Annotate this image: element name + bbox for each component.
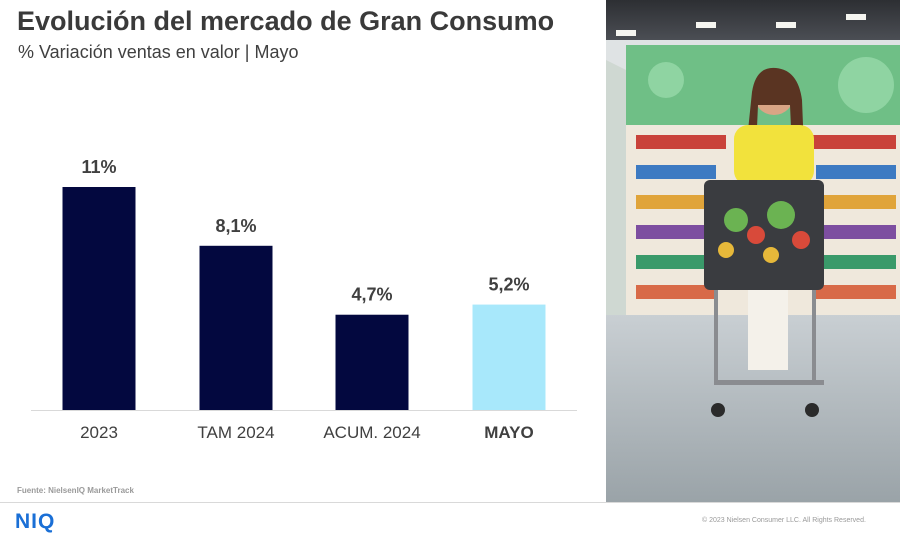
bar-value-label-2: 4,7% <box>351 285 392 305</box>
bar-0 <box>62 187 136 410</box>
x-tick-label-2: ACUM. 2024 <box>323 423 420 442</box>
supermarket-shopper-photo <box>606 0 900 502</box>
bar-value-label-3: 5,2% <box>488 275 529 295</box>
bar-chart: 11% 2023 8,1% TAM 2024 4,7% ACUM. 2024 5,2% MAY… <box>31 157 577 442</box>
footer-divider <box>0 502 900 503</box>
bar-3 <box>472 304 546 410</box>
x-tick-label-0: 2023 <box>80 423 118 442</box>
bar-value-label-1: 8,1% <box>215 216 256 236</box>
page-title: Evolución del mercado de Gran Consumo <box>17 6 555 36</box>
page-subtitle: % Variación ventas en valor | Mayo <box>18 42 299 62</box>
bar-value-label-0: 11% <box>81 157 116 177</box>
x-tick-label-1: TAM 2024 <box>197 423 274 442</box>
niq-logo: NIQ <box>15 510 56 533</box>
x-tick-label-3: MAYO <box>484 423 533 442</box>
source-note: Fuente: NielsenIQ MarketTrack <box>17 486 134 495</box>
copyright-note: © 2023 Nielsen Consumer LLC. All Rights … <box>702 517 866 524</box>
bar-1 <box>199 245 273 410</box>
bar-2 <box>335 314 409 410</box>
